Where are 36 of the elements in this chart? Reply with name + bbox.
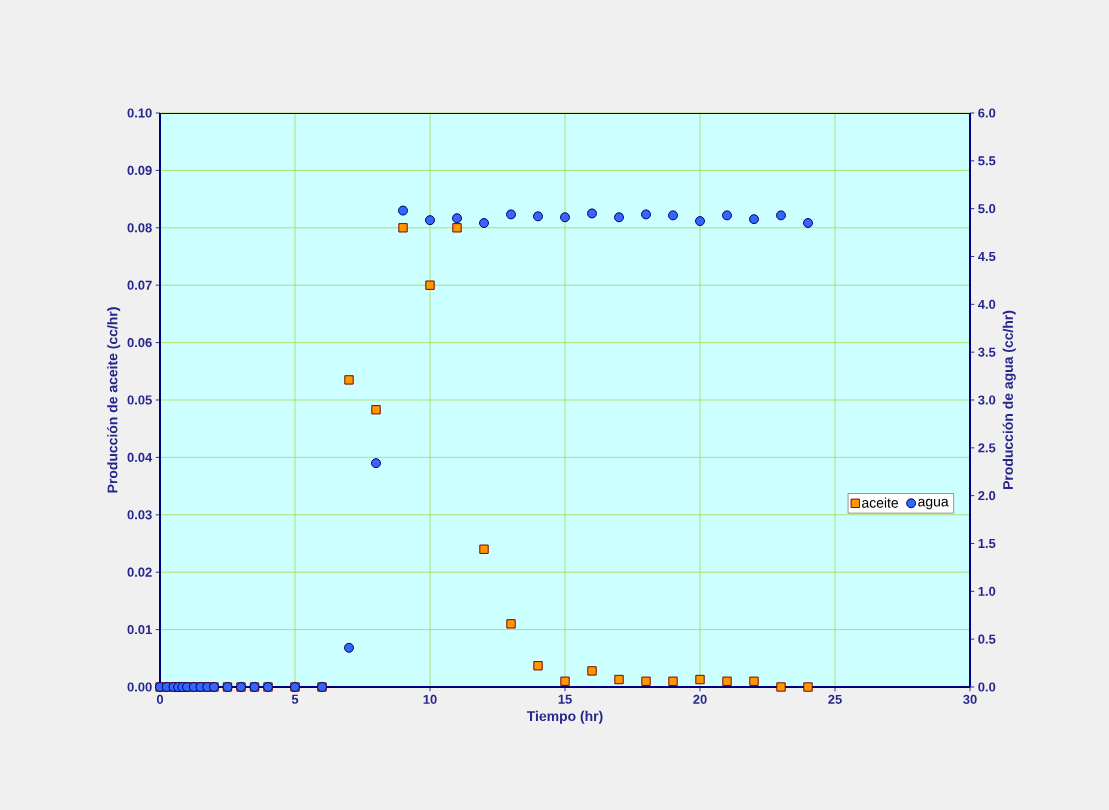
x-tick-label: 10	[423, 694, 437, 704]
y2-tick-label: 3.0	[978, 395, 996, 405]
y2-tick-label: 4.0	[977, 299, 996, 309]
x-tick-label: 25	[828, 694, 842, 704]
y2-tick-label: 0.0	[978, 682, 996, 692]
y2-tick-label: 0.5	[978, 634, 996, 644]
x-tick-label: 30	[963, 694, 977, 704]
y2-tick-label: 2.0	[978, 491, 996, 501]
y2-tick-label: 5.0	[978, 204, 996, 214]
x-tick-label: 5	[291, 694, 299, 704]
y-tick-label: 0.07	[127, 280, 152, 290]
x-axis-title: Tiempo (hr)	[526, 710, 603, 724]
legend-label: agua	[918, 498, 949, 510]
y2-tick-label: 5.5	[978, 156, 996, 166]
y-tick-label: 0.10	[127, 108, 152, 118]
y-tick-label: 0.06	[127, 338, 152, 348]
y-tick-label: 0.04	[127, 452, 153, 462]
y2-tick-label: 3.5	[978, 347, 996, 357]
y-tick-label: 0.09	[127, 165, 152, 175]
y-tick-label: 0.01	[127, 625, 152, 635]
y-tick-label: 0.08	[127, 223, 152, 233]
y-axis-title: Producción de aceite (cc/hr)	[107, 307, 121, 493]
y2-tick-label: 6.0	[978, 108, 996, 118]
y2-tick-label: 1.0	[978, 586, 996, 596]
y2-tick-label: 2.5	[978, 443, 996, 453]
x-tick-label: 20	[693, 694, 707, 704]
y-tick-label: 0.05	[127, 395, 152, 405]
x-tick-label: 0	[156, 694, 164, 704]
y2-tick-label: 1.5	[978, 538, 996, 549]
x-tick-label: 15	[558, 694, 572, 704]
y2-tick-label: 4.5	[977, 251, 996, 262]
y-tick-label: 0.02	[127, 567, 152, 577]
legend-label: aceite	[862, 497, 899, 508]
y-tick-label: 0.00	[127, 682, 152, 692]
y2-axis-title: Producción de agua (cc/hr)	[1002, 310, 1016, 489]
y-tick-label: 0.03	[127, 510, 152, 520]
